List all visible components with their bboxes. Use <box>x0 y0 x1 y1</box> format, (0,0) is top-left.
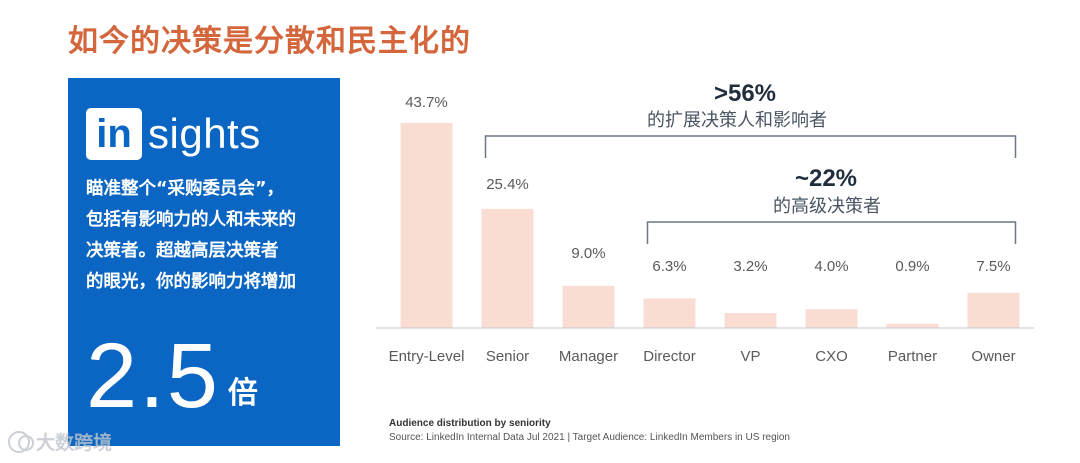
influence-multiplier: 2.5 倍 <box>86 330 258 422</box>
value-label: 4.0% <box>814 258 848 275</box>
bracket-inner <box>646 221 1017 244</box>
stat-value: 2.5 <box>86 325 220 427</box>
description-line: 决策者。超越高层决策者 <box>86 241 279 261</box>
bar-partner <box>886 323 939 328</box>
annotation-top-value: >56% <box>714 80 776 107</box>
value-label: 0.9% <box>895 258 929 275</box>
bar-manager <box>562 285 615 328</box>
source-title: Audience distribution by seniority <box>389 418 551 429</box>
value-label: 6.3% <box>652 258 686 275</box>
category-label: Owner <box>971 348 1015 365</box>
insights-panel: in sights 瞄准整个“采购委员会”， 包括有影响力的人和未来的 决策者。… <box>68 78 340 446</box>
source-block: Audience distribution by seniority Sourc… <box>389 418 790 443</box>
bar-entry-level <box>400 123 453 328</box>
stat-unit: 倍 <box>227 376 258 411</box>
category-label: Director <box>643 348 696 365</box>
linkedin-insights-logo: in sights <box>86 108 261 160</box>
description-line: 包括有影响力的人和未来的 <box>86 210 296 230</box>
category-label: VP <box>740 348 760 365</box>
page-title: 如今的决策是分散和民主化的 <box>68 24 471 59</box>
bars-layer <box>400 123 1020 328</box>
value-label: 3.2% <box>733 258 767 275</box>
category-label: CXO <box>815 348 848 365</box>
labels-layer: 43.7% Entry-Level 25.4% Senior 9.0% Manager 6.… <box>389 94 1016 365</box>
watermark-text: 大数跨境 <box>36 432 113 454</box>
annotation-inner-label: 的高级决策者 <box>773 196 881 217</box>
category-label: Entry-Level <box>389 348 465 365</box>
description-line: 瞄准整个“采购委员会”， <box>86 179 285 199</box>
description-line: 的眼光，你的影响力将增加 <box>86 272 296 292</box>
logo-sights-text: sights <box>148 110 261 157</box>
category-label: Manager <box>559 348 618 365</box>
bar-owner <box>967 292 1020 328</box>
bar-vp <box>724 312 777 328</box>
bar-senior <box>481 208 534 328</box>
logo-in-box: in <box>86 108 142 160</box>
insights-description: 瞄准整个“采购委员会”， 包括有影响力的人和未来的 决策者。超越高层决策者 的眼… <box>86 174 330 298</box>
annotation-top-label: 的扩展决策人和影响者 <box>647 110 827 131</box>
bracket-top <box>484 135 1017 158</box>
annotation-inner-value: ~22% <box>795 165 857 192</box>
source-text: Source: LinkedIn Internal Data Jul 2021 … <box>389 432 790 443</box>
watermark-logo-icon <box>8 430 34 453</box>
bar-director <box>643 298 696 328</box>
value-label: 43.7% <box>405 94 448 111</box>
bar-cxo <box>805 309 858 328</box>
value-label: 25.4% <box>486 176 529 193</box>
watermark: 大数跨境 <box>8 428 112 455</box>
value-label: 7.5% <box>976 258 1010 275</box>
category-label: Senior <box>486 348 529 365</box>
category-label: Partner <box>888 348 937 365</box>
value-label: 9.0% <box>571 245 605 262</box>
